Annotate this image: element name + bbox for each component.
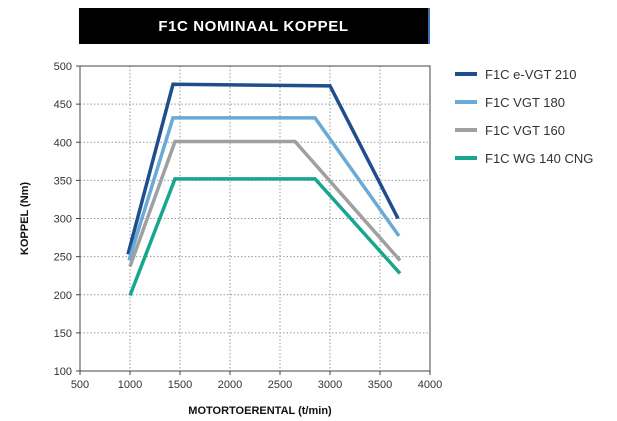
legend-label: F1C WG 140 CNG [485,150,594,166]
legend-swatch [455,100,477,104]
series-line [127,116,401,261]
y-axis-label: KOPPEL (Nm) [19,182,31,255]
legend-label: F1C VGT 160 [485,122,565,138]
legend-item: F1C VGT 180 [455,88,593,116]
x-tick-label: 2500 [268,379,292,391]
legend-item: F1C WG 140 CNG [455,144,593,172]
x-tick-label: 4000 [418,379,442,391]
x-tick-label: 1500 [168,379,192,391]
series-line [128,177,402,297]
chart-title-bar: F1C NOMINAAL KOPPEL [79,8,428,44]
x-tick-label: 2000 [218,379,242,391]
legend-label: F1C e-VGT 210 [485,66,577,82]
series-line [128,139,402,268]
series-line [126,82,400,255]
y-tick-label: 250 [54,252,72,264]
x-tick-label: 3000 [318,379,342,391]
y-tick-label: 400 [54,137,72,149]
x-tick-label: 3500 [368,379,392,391]
y-tick-label: 150 [54,328,72,340]
y-tick-label: 200 [54,290,72,302]
x-axis-label: MOTORTOERENTAL (t/min) [188,405,332,417]
legend-swatch [455,72,477,76]
y-tick-label: 500 [54,61,72,73]
y-tick-label: 350 [54,175,72,187]
legend-item: F1C e-VGT 210 [455,60,593,88]
title-accent-line [428,8,430,44]
y-tick-label: 100 [54,366,72,378]
legend-item: F1C VGT 160 [455,116,593,144]
legend-swatch [455,156,477,160]
legend: F1C e-VGT 210 F1C VGT 180 F1C VGT 160 F1C W… [455,60,593,172]
x-tick-label: 1000 [118,379,142,391]
y-tick-label: 450 [54,99,72,111]
y-tick-label: 300 [54,214,72,226]
x-tick-label: 500 [71,379,89,391]
chart-title: F1C NOMINAAL KOPPEL [158,17,349,35]
legend-label: F1C VGT 180 [485,94,565,110]
legend-swatch [455,128,477,132]
